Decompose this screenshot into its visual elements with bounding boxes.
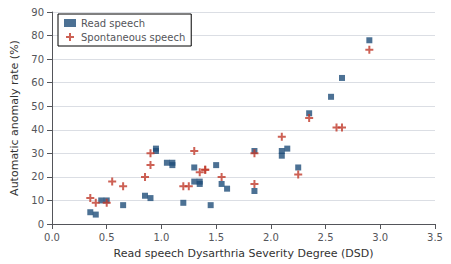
svg-text:30: 30 xyxy=(31,148,44,159)
svg-text:1.5: 1.5 xyxy=(208,232,224,243)
svg-text:Automatic anomaly rate (%): Automatic anomaly rate (%) xyxy=(8,40,21,196)
svg-text:Spontaneous speech: Spontaneous speech xyxy=(81,32,185,43)
svg-text:3.5: 3.5 xyxy=(427,232,443,243)
svg-text:Read speech: Read speech xyxy=(81,18,145,29)
svg-text:40: 40 xyxy=(31,124,44,135)
svg-text:2.5: 2.5 xyxy=(318,232,334,243)
svg-text:90: 90 xyxy=(31,7,44,18)
svg-text:0: 0 xyxy=(38,219,44,230)
svg-text:3.0: 3.0 xyxy=(372,232,388,243)
svg-text:80: 80 xyxy=(31,30,44,41)
svg-text:60: 60 xyxy=(31,77,44,88)
svg-text:50: 50 xyxy=(31,101,44,112)
svg-text:0.0: 0.0 xyxy=(44,232,60,243)
svg-text:70: 70 xyxy=(31,54,44,65)
svg-text:10: 10 xyxy=(31,195,44,206)
svg-text:1.0: 1.0 xyxy=(153,232,169,243)
svg-text:Read speech Dysarthria Severit: Read speech Dysarthria Severity Degree (… xyxy=(114,247,374,260)
svg-text:20: 20 xyxy=(31,171,44,182)
svg-text:2.0: 2.0 xyxy=(263,232,279,243)
svg-text:0.5: 0.5 xyxy=(99,232,115,243)
